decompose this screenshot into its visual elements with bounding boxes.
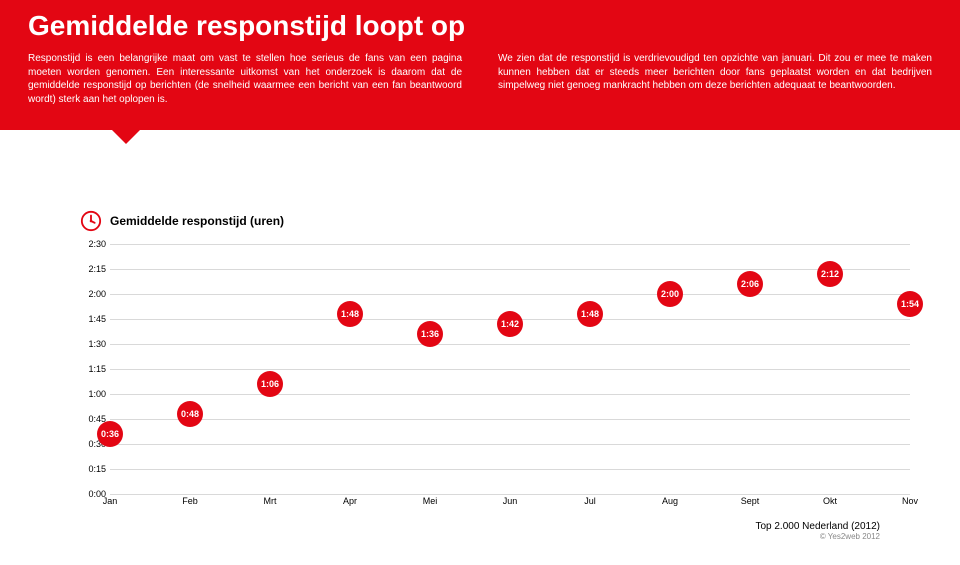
header-p3: We zien dat de responstijd is verdrievou…	[498, 53, 932, 91]
chart-header: Gemiddelde responstijd (uren)	[80, 210, 920, 232]
data-bubble: 0:36	[97, 421, 123, 447]
y-tick-label: 0:00	[80, 489, 106, 499]
data-bubble: 1:42	[497, 311, 523, 337]
y-tick-label: 2:15	[80, 264, 106, 274]
header-col-right: We zien dat de responstijd is verdrievou…	[498, 52, 932, 106]
header-pointer-icon	[112, 130, 140, 144]
y-tick-label: 1:00	[80, 389, 106, 399]
header-col-left: Responstijd is een belangrijke maat om v…	[28, 52, 462, 106]
grid-line	[110, 344, 910, 345]
clock-icon	[80, 210, 102, 232]
chart-footer: Top 2.000 Nederland (2012) © Yes2web 201…	[80, 521, 880, 541]
data-bubble: 1:48	[577, 301, 603, 327]
grid-line	[110, 444, 910, 445]
footer-sub: © Yes2web 2012	[80, 532, 880, 541]
header-columns: Responstijd is een belangrijke maat om v…	[28, 52, 932, 106]
y-tick-label: 1:30	[80, 339, 106, 349]
chart-title: Gemiddelde responstijd (uren)	[110, 214, 284, 228]
y-tick-label: 1:45	[80, 314, 106, 324]
chart-plot: JanFebMrtAprMeiJunJulAugSeptOktNov 0:000…	[110, 244, 910, 494]
data-bubble: 2:06	[737, 271, 763, 297]
y-tick-label: 1:15	[80, 364, 106, 374]
data-bubble: 1:54	[897, 291, 923, 317]
grid-line	[110, 469, 910, 470]
data-bubble: 2:00	[657, 281, 683, 307]
x-axis-labels: JanFebMrtAprMeiJunJulAugSeptOktNov	[110, 496, 910, 510]
grid-line	[110, 494, 910, 495]
x-tick-label: Jun	[503, 496, 518, 506]
x-tick-label: Apr	[343, 496, 357, 506]
data-bubble: 1:06	[257, 371, 283, 397]
page-title: Gemiddelde responstijd loopt op	[28, 10, 932, 42]
x-tick-label: Nov	[902, 496, 918, 506]
data-bubble: 1:36	[417, 321, 443, 347]
grid-line	[110, 244, 910, 245]
grid-line	[110, 369, 910, 370]
data-bubble: 2:12	[817, 261, 843, 287]
y-tick-label: 0:15	[80, 464, 106, 474]
grid-line	[110, 394, 910, 395]
x-tick-label: Okt	[823, 496, 837, 506]
x-tick-label: Mei	[423, 496, 438, 506]
data-bubble: 1:48	[337, 301, 363, 327]
chart-container: Gemiddelde responstijd (uren) JanFebMrtA…	[80, 210, 920, 545]
grid-line	[110, 419, 910, 420]
y-tick-label: 2:30	[80, 239, 106, 249]
data-bubble: 0:48	[177, 401, 203, 427]
x-tick-label: Sept	[741, 496, 760, 506]
x-tick-label: Aug	[662, 496, 678, 506]
x-tick-label: Mrt	[264, 496, 277, 506]
x-tick-label: Feb	[182, 496, 198, 506]
x-tick-label: Jul	[584, 496, 596, 506]
grid-line	[110, 294, 910, 295]
footer-main: Top 2.000 Nederland (2012)	[80, 521, 880, 532]
header-band: Gemiddelde responstijd loopt op Responst…	[0, 0, 960, 130]
grid-line	[110, 269, 910, 270]
y-tick-label: 2:00	[80, 289, 106, 299]
